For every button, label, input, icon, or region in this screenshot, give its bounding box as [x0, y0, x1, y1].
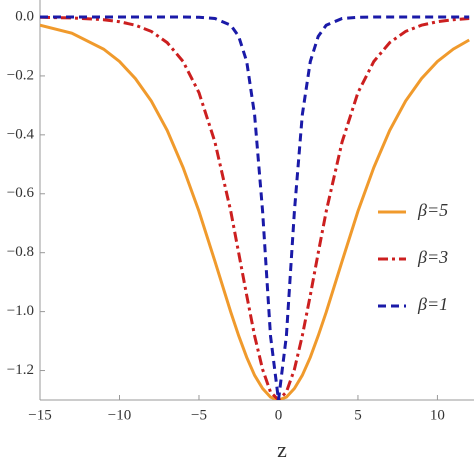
x-tick-label: 10	[430, 407, 445, 423]
y-tick-label: −0.6	[7, 185, 35, 201]
legend-label: β=1	[417, 294, 448, 314]
x-tick-label: 5	[354, 407, 362, 423]
y-tick-label: 0.0	[15, 8, 34, 24]
y-tick-label: −0.2	[7, 67, 34, 83]
x-tick-label: −10	[108, 407, 131, 423]
series-line	[40, 23, 470, 400]
series-line	[40, 15, 470, 400]
x-tick-label: 0	[275, 407, 283, 423]
x-axis-label: z	[277, 437, 287, 462]
legend-label: β=5	[417, 200, 448, 220]
y-tick-label: −0.8	[7, 244, 34, 260]
x-tick-label: −5	[191, 407, 207, 423]
y-tick-label: −1.0	[7, 303, 34, 319]
legend-label: β=3	[417, 247, 448, 267]
x-tick-label: −15	[28, 407, 51, 423]
y-tick-label: −0.4	[7, 126, 35, 142]
y-tick-label: −1.2	[7, 362, 34, 378]
series-line	[40, 15, 470, 400]
